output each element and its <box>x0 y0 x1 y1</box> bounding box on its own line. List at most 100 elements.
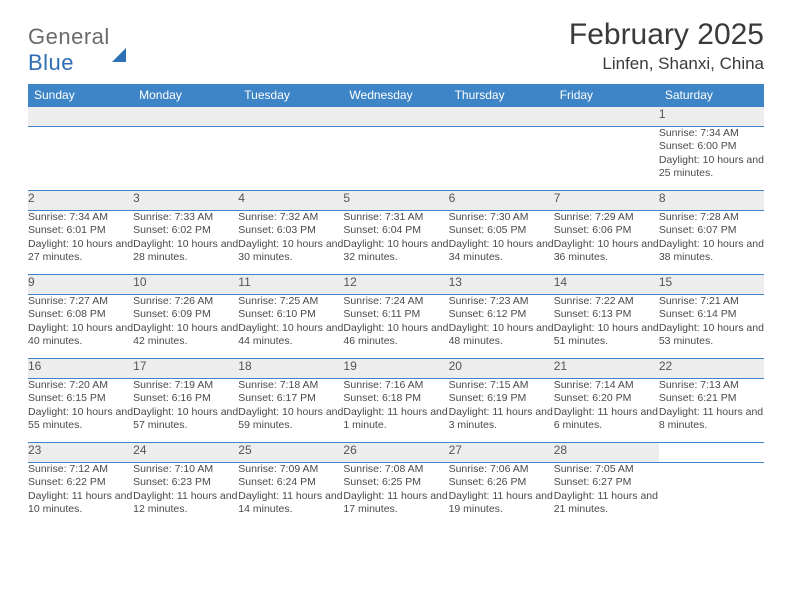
daylight-line: Daylight: 10 hours and 38 minutes. <box>659 238 764 263</box>
sunset-line: Sunset: 6:02 PM <box>133 224 211 236</box>
month-title: February 2025 <box>569 18 764 52</box>
day-data-cell: Sunrise: 7:08 AMSunset: 6:25 PMDaylight:… <box>343 463 448 527</box>
day-number-cell: 12 <box>343 275 448 295</box>
sunrise-line: Sunrise: 7:26 AM <box>133 295 213 307</box>
sunset-line: Sunset: 6:21 PM <box>659 392 737 404</box>
day-number-cell: 4 <box>238 191 343 211</box>
sunrise-line: Sunrise: 7:25 AM <box>238 295 318 307</box>
sunrise-line: Sunrise: 7:19 AM <box>133 379 213 391</box>
day-number-cell: 14 <box>554 275 659 295</box>
daylight-line: Daylight: 10 hours and 34 minutes. <box>449 238 554 263</box>
sunset-line: Sunset: 6:16 PM <box>133 392 211 404</box>
day-number-cell: 8 <box>659 191 764 211</box>
day-header: Wednesday <box>343 84 448 107</box>
logo-text-general: General <box>28 24 110 49</box>
day-number-cell: 21 <box>554 359 659 379</box>
day-number-cell <box>28 107 133 127</box>
day-number-cell: 5 <box>343 191 448 211</box>
daylight-line: Daylight: 10 hours and 46 minutes. <box>343 322 448 347</box>
sunset-line: Sunset: 6:19 PM <box>449 392 527 404</box>
sunrise-line: Sunrise: 7:33 AM <box>133 211 213 223</box>
day-data-cell: Sunrise: 7:21 AMSunset: 6:14 PMDaylight:… <box>659 295 764 359</box>
sunrise-line: Sunrise: 7:29 AM <box>554 211 634 223</box>
day-data-cell: Sunrise: 7:06 AMSunset: 6:26 PMDaylight:… <box>449 463 554 527</box>
day-header: Saturday <box>659 84 764 107</box>
day-data-cell: Sunrise: 7:29 AMSunset: 6:06 PM Daylight:… <box>554 211 659 275</box>
sunrise-line: Sunrise: 7:15 AM <box>449 379 529 391</box>
day-number-cell: 27 <box>449 443 554 463</box>
daylight-line: Daylight: 11 hours and 8 minutes. <box>659 406 763 431</box>
day-header: Thursday <box>449 84 554 107</box>
daylight-line: Daylight: 11 hours and 21 minutes. <box>554 490 658 515</box>
day-number-cell: 28 <box>554 443 659 463</box>
day-data-cell: Sunrise: 7:25 AMSunset: 6:10 PMDaylight:… <box>238 295 343 359</box>
day-data-cell: Sunrise: 7:33 AMSunset: 6:02 PMDaylight:… <box>133 211 238 275</box>
day-data-cell <box>343 127 448 191</box>
sunset-line: Sunset: 6:22 PM <box>28 476 106 488</box>
day-number-cell: 6 <box>449 191 554 211</box>
day-number-cell: 20 <box>449 359 554 379</box>
day-number-cell: 16 <box>28 359 133 379</box>
sunset-line: Sunset: 6:06 PM <box>554 224 632 236</box>
day-data-cell: Sunrise: 7:18 AMSunset: 6:17 PMDaylight:… <box>238 379 343 443</box>
location: Linfen, Shanxi, China <box>569 54 764 74</box>
sunset-line: Sunset: 6:05 PM <box>449 224 527 236</box>
sunset-line: Sunset: 6:04 PM <box>343 224 421 236</box>
daylight-line: Daylight: 10 hours and 57 minutes. <box>133 406 238 431</box>
day-number-cell: 13 <box>449 275 554 295</box>
sunrise-line: Sunrise: 7:05 AM <box>554 463 634 475</box>
week-daynum-row: 1 <box>28 107 764 127</box>
daylight-line: Daylight: 10 hours and 36 minutes. <box>554 238 659 263</box>
day-data-cell: Sunrise: 7:31 AMSunset: 6:04 PMDaylight:… <box>343 211 448 275</box>
sunset-line: Sunset: 6:27 PM <box>554 476 632 488</box>
day-data-cell: Sunrise: 7:13 AMSunset: 6:21 PMDaylight:… <box>659 379 764 443</box>
sunrise-line: Sunrise: 7:18 AM <box>238 379 318 391</box>
day-data-cell: Sunrise: 7:10 AMSunset: 6:23 PMDaylight:… <box>133 463 238 527</box>
day-number-cell: 2 <box>28 191 133 211</box>
day-number-cell: 22 <box>659 359 764 379</box>
daylight-line: Daylight: 10 hours and 55 minutes. <box>28 406 133 431</box>
day-data-cell <box>659 463 764 527</box>
sunrise-line: Sunrise: 7:28 AM <box>659 211 739 223</box>
day-data-cell: Sunrise: 7:09 AMSunset: 6:24 PMDaylight:… <box>238 463 343 527</box>
day-data-cell: Sunrise: 7:14 AMSunset: 6:20 PMDaylight:… <box>554 379 659 443</box>
sunrise-line: Sunrise: 7:10 AM <box>133 463 213 475</box>
title-block: February 2025 Linfen, Shanxi, China <box>569 18 764 74</box>
day-data-cell: Sunrise: 7:24 AMSunset: 6:11 PM Daylight:… <box>343 295 448 359</box>
day-data-cell: Sunrise: 7:19 AMSunset: 6:16 PM Daylight:… <box>133 379 238 443</box>
week-data-row: Sunrise: 7:34 AMSunset: 6:00 PM Daylight:… <box>28 127 764 191</box>
daylight-line: Daylight: 10 hours and 25 minutes. <box>659 154 764 179</box>
day-number-cell: 3 <box>133 191 238 211</box>
logo: General Blue <box>28 24 126 76</box>
daylight-line: Daylight: 11 hours and 19 minutes. <box>449 490 553 515</box>
daylight-line: Daylight: 11 hours and 6 minutes. <box>554 406 658 431</box>
day-data-cell <box>554 127 659 191</box>
sunrise-line: Sunrise: 7:34 AM <box>28 211 108 223</box>
sunset-line: Sunset: 6:18 PM <box>343 392 421 404</box>
day-data-cell: Sunrise: 7:34 AMSunset: 6:00 PM Daylight:… <box>659 127 764 191</box>
daylight-line: Daylight: 10 hours and 40 minutes. <box>28 322 133 347</box>
sunset-line: Sunset: 6:13 PM <box>554 308 632 320</box>
sunset-line: Sunset: 6:03 PM <box>238 224 316 236</box>
week-daynum-row: 232425262728 <box>28 443 764 463</box>
day-data-cell: Sunrise: 7:32 AMSunset: 6:03 PMDaylight:… <box>238 211 343 275</box>
day-number-cell: 18 <box>238 359 343 379</box>
day-data-cell <box>28 127 133 191</box>
sunset-line: Sunset: 6:00 PM <box>659 140 737 152</box>
sunset-line: Sunset: 6:15 PM <box>28 392 106 404</box>
week-daynum-row: 9101112131415 <box>28 275 764 295</box>
week-daynum-row: 2345678 <box>28 191 764 211</box>
day-data-cell: Sunrise: 7:16 AMSunset: 6:18 PMDaylight:… <box>343 379 448 443</box>
sunrise-line: Sunrise: 7:08 AM <box>343 463 423 475</box>
day-number-cell <box>343 107 448 127</box>
day-number-cell: 17 <box>133 359 238 379</box>
sunrise-line: Sunrise: 7:34 AM <box>659 127 739 139</box>
day-number-cell <box>449 107 554 127</box>
sunset-line: Sunset: 6:26 PM <box>449 476 527 488</box>
day-data-cell: Sunrise: 7:05 AMSunset: 6:27 PM Daylight:… <box>554 463 659 527</box>
sunrise-line: Sunrise: 7:21 AM <box>659 295 739 307</box>
sunset-line: Sunset: 6:08 PM <box>28 308 106 320</box>
day-number-cell <box>554 107 659 127</box>
sunrise-line: Sunrise: 7:24 AM <box>343 295 423 307</box>
sunset-line: Sunset: 6:11 PM <box>343 308 420 320</box>
